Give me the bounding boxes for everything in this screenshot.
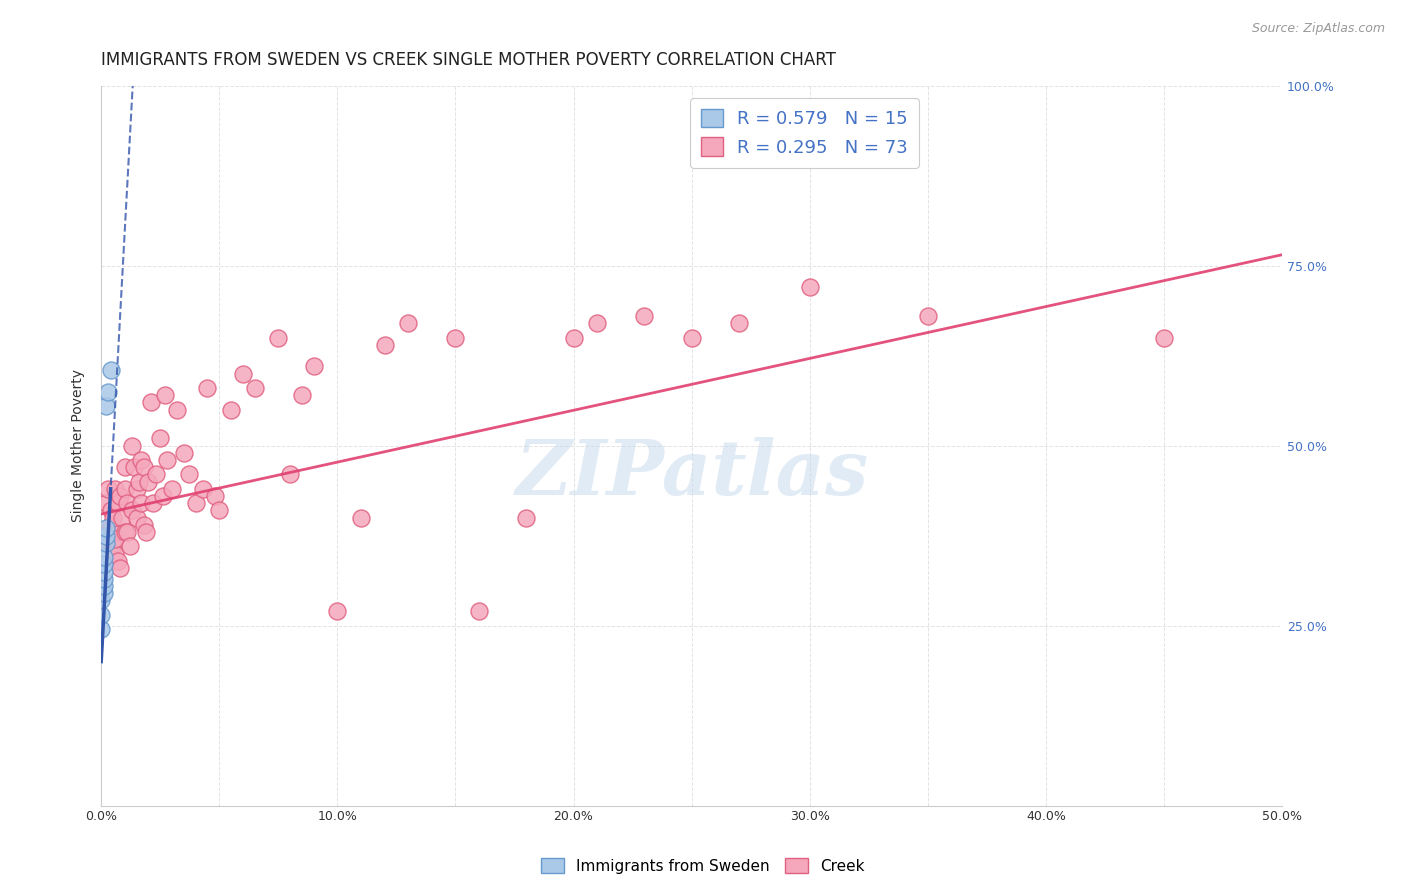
Point — [444, 330, 467, 344]
Point — [107, 496, 129, 510]
Point — [132, 517, 155, 532]
Point — [108, 489, 131, 503]
Point — [114, 524, 136, 539]
Point — [131, 496, 153, 510]
Point — [302, 359, 325, 374]
Point — [93, 565, 115, 579]
Point — [633, 309, 655, 323]
Point — [267, 330, 290, 344]
Point — [101, 524, 124, 539]
Point — [204, 489, 226, 503]
Point — [93, 558, 115, 572]
Point — [93, 550, 115, 565]
Point — [100, 503, 122, 517]
Point — [145, 467, 167, 482]
Point — [135, 524, 157, 539]
Point — [97, 384, 120, 399]
Point — [184, 496, 207, 510]
Point — [90, 607, 112, 622]
Y-axis label: Single Mother Poverty: Single Mother Poverty — [72, 369, 86, 522]
Point — [799, 280, 821, 294]
Point — [232, 367, 254, 381]
Point — [90, 593, 112, 607]
Text: ZIPatlas: ZIPatlas — [515, 437, 868, 511]
Point — [93, 532, 115, 546]
Point — [121, 503, 143, 517]
Point — [108, 561, 131, 575]
Point — [125, 510, 148, 524]
Point — [94, 399, 117, 413]
Text: Source: ZipAtlas.com: Source: ZipAtlas.com — [1251, 22, 1385, 36]
Point — [1153, 330, 1175, 344]
Point — [727, 316, 749, 330]
Point — [138, 475, 160, 489]
Point — [139, 395, 162, 409]
Point — [125, 482, 148, 496]
Point — [177, 467, 200, 482]
Point — [917, 309, 939, 323]
Legend: R = 0.579   N = 15, R = 0.295   N = 73: R = 0.579 N = 15, R = 0.295 N = 73 — [690, 98, 918, 168]
Point — [173, 446, 195, 460]
Point — [191, 482, 214, 496]
Point — [197, 381, 219, 395]
Point — [90, 622, 112, 636]
Point — [515, 510, 537, 524]
Point — [166, 402, 188, 417]
Point — [160, 482, 183, 496]
Point — [114, 460, 136, 475]
Point — [100, 517, 122, 532]
Point — [131, 453, 153, 467]
Point — [94, 521, 117, 535]
Point — [374, 337, 396, 351]
Point — [243, 381, 266, 395]
Point — [100, 363, 122, 377]
Point — [396, 316, 419, 330]
Point — [562, 330, 585, 344]
Point — [219, 402, 242, 417]
Point — [93, 572, 115, 586]
Point — [104, 532, 127, 546]
Point — [111, 510, 134, 524]
Point — [104, 482, 127, 496]
Point — [156, 453, 179, 467]
Point — [124, 460, 146, 475]
Point — [326, 604, 349, 618]
Point — [121, 439, 143, 453]
Point — [208, 503, 231, 517]
Point — [118, 540, 141, 554]
Legend: Immigrants from Sweden, Creek: Immigrants from Sweden, Creek — [536, 852, 870, 880]
Point — [152, 489, 174, 503]
Point — [128, 475, 150, 489]
Point — [114, 482, 136, 496]
Point — [93, 579, 115, 593]
Point — [107, 554, 129, 568]
Point — [115, 496, 138, 510]
Point — [104, 547, 127, 561]
Point — [468, 604, 491, 618]
Point — [586, 316, 609, 330]
Point — [97, 482, 120, 496]
Point — [291, 388, 314, 402]
Point — [149, 431, 172, 445]
Point — [142, 496, 165, 510]
Point — [681, 330, 703, 344]
Point — [278, 467, 301, 482]
Point — [94, 496, 117, 510]
Point — [97, 524, 120, 539]
Point — [94, 535, 117, 549]
Text: IMMIGRANTS FROM SWEDEN VS CREEK SINGLE MOTHER POVERTY CORRELATION CHART: IMMIGRANTS FROM SWEDEN VS CREEK SINGLE M… — [101, 51, 837, 69]
Point — [101, 510, 124, 524]
Point — [153, 388, 176, 402]
Point — [115, 524, 138, 539]
Point — [132, 460, 155, 475]
Point — [101, 540, 124, 554]
Point — [94, 528, 117, 542]
Point — [350, 510, 373, 524]
Point — [93, 586, 115, 600]
